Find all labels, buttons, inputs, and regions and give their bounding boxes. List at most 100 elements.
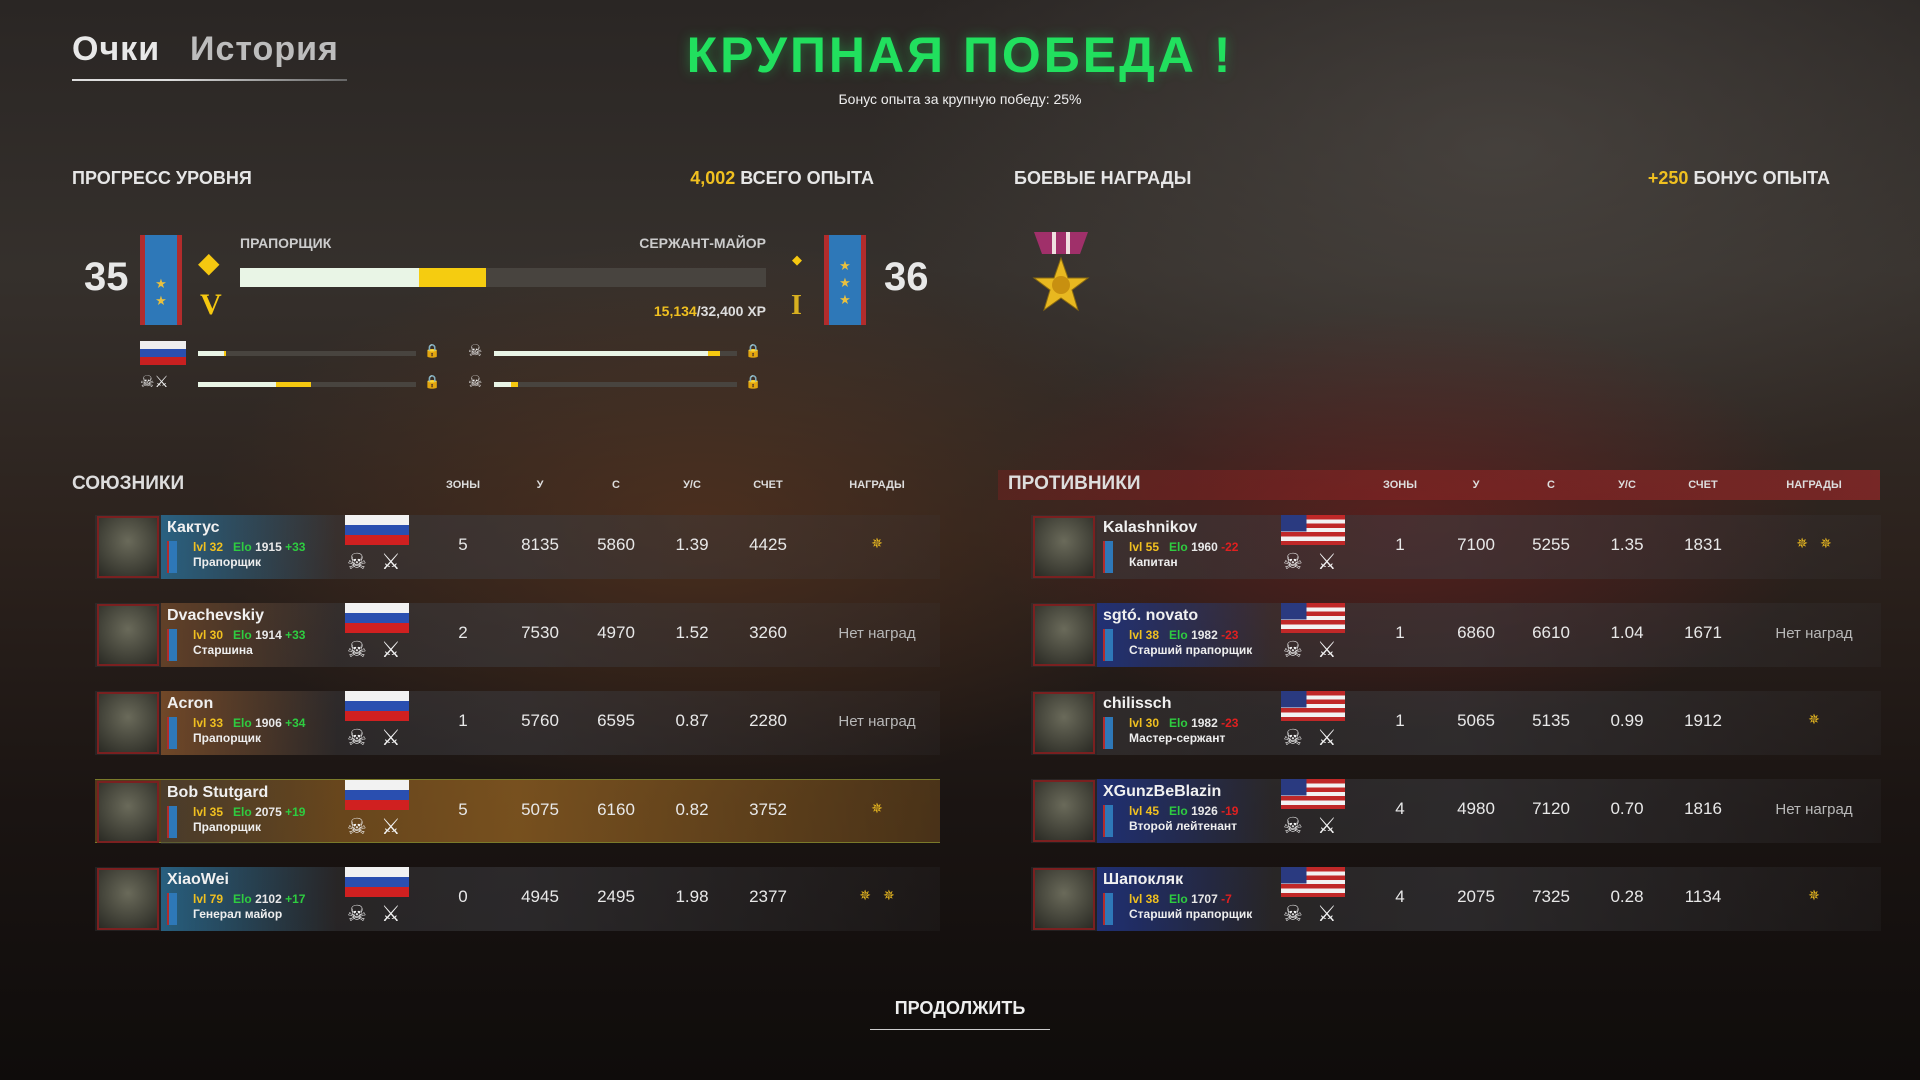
elo-change: +19	[285, 805, 306, 819]
player-rank: Прапорщик	[193, 555, 262, 569]
stat-score: 3260	[749, 623, 787, 642]
avatar[interactable]	[1033, 692, 1095, 754]
medal-icon[interactable]: ✵	[871, 800, 883, 816]
player-info: Dvachevskiy lvl 30 Elo 1914 +33 Старшина	[161, 603, 337, 667]
stat-deaths: 4970	[597, 623, 635, 642]
victory-bonus-text: Бонус опыта за крупную победу: 25%	[838, 91, 1082, 107]
stat-zones: 4	[1395, 887, 1405, 906]
division-emblem-icon: ☠	[347, 549, 367, 574]
player-name[interactable]: Acron	[167, 695, 214, 712]
player-name[interactable]: Кактус	[167, 519, 220, 536]
player-row[interactable]: Dvachevskiy lvl 30 Elo 1914 +33 Старшина…	[95, 603, 940, 667]
avatar[interactable]	[97, 781, 159, 843]
stat-kd: 0.87	[675, 711, 709, 730]
stat-kills: 7100	[1457, 535, 1495, 554]
elo-change: +33	[285, 540, 306, 554]
player-name[interactable]: XiaoWei	[167, 871, 229, 888]
rank-insignia-icon	[167, 717, 177, 749]
elo-label: Elo	[233, 628, 252, 642]
stat-zones: 5	[458, 535, 468, 554]
russia-flag-icon	[345, 515, 409, 545]
player-name[interactable]: Шапокляк	[1103, 871, 1184, 888]
no-awards-text: Нет наград	[1775, 625, 1853, 642]
player-info: Acron lvl 33 Elo 1906 +34 Прапорщик	[161, 691, 337, 755]
tab-score[interactable]: Очки	[72, 30, 161, 68]
player-card	[1097, 867, 1273, 931]
rank-insignia-icon	[167, 806, 177, 838]
player-name[interactable]: chilissch	[1103, 695, 1172, 712]
player-info: Bob Stutgard lvl 35 Elo 2075 +19 Прапорщ…	[161, 780, 337, 844]
tab-history[interactable]: История	[190, 30, 339, 68]
stat-kd: 0.82	[675, 800, 709, 819]
medal-icon[interactable]: ✵	[871, 535, 883, 551]
player-name[interactable]: sgtó. novato	[1103, 607, 1199, 624]
division-emblem-icon: ⚔	[1317, 813, 1337, 838]
player-rank: Прапорщик	[193, 820, 262, 834]
elo-label: Elo	[233, 805, 252, 819]
avatar[interactable]	[97, 516, 159, 578]
stat-kills: 4945	[521, 887, 559, 906]
player-row[interactable]: Шапокляк lvl 38 Elo 1707 -7 Старший прап…	[1031, 867, 1881, 931]
elo-change: -22	[1221, 540, 1239, 554]
player-row[interactable]: sgtó. novato lvl 38 Elo 1982 -23 Старший…	[1031, 603, 1881, 667]
avatar[interactable]	[1033, 868, 1095, 930]
medal-icon[interactable]: ✵	[859, 887, 871, 903]
stat-kills: 5075	[521, 800, 559, 819]
avatar[interactable]	[97, 692, 159, 754]
division-emblem-icon: ⚔	[381, 637, 401, 662]
lock-icon: 🔒	[745, 343, 762, 358]
usa-flag-icon	[1281, 867, 1345, 897]
stat-kills: 7530	[521, 623, 559, 642]
stat-kd: 0.70	[1610, 799, 1644, 818]
elo-change: +17	[285, 892, 306, 906]
player-name[interactable]: XGunzBeBlazin	[1103, 783, 1222, 800]
bonus-xp: +250 БОНУС ОПЫТА	[1600, 168, 1830, 189]
player-name[interactable]: Dvachevskiy	[167, 607, 264, 624]
player-rank: Генерал майор	[193, 907, 283, 921]
stat-zones: 5	[458, 800, 468, 819]
stat-score: 1912	[1684, 711, 1722, 730]
player-row[interactable]: Bob Stutgard lvl 35 Elo 2075 +19 Прапорщ…	[95, 779, 940, 844]
current-tier: V	[200, 288, 222, 321]
stat-score: 2280	[749, 711, 787, 730]
stat-kills: 4980	[1457, 799, 1495, 818]
medal-icon[interactable]: ✵	[1808, 711, 1820, 727]
elo-change: +34	[285, 716, 306, 730]
xp-counter: 15,134/32,400 XP	[566, 303, 766, 319]
medal-icon[interactable]: ✵	[883, 887, 895, 903]
player-row[interactable]: Кактус lvl 32 Elo 1915 +33 Прапорщик ☠ ⚔…	[95, 515, 940, 579]
player-elo: 1915	[255, 540, 282, 554]
continue-button[interactable]: ПРОДОЛЖИТЬ	[870, 998, 1050, 1030]
player-elo: 1914	[255, 628, 282, 642]
medal-icon[interactable]: ✵	[1820, 535, 1832, 551]
previous-fill	[494, 382, 511, 387]
avatar[interactable]	[1033, 780, 1095, 842]
player-name[interactable]: Bob Stutgard	[167, 784, 269, 801]
division-emblem-icon: ☠	[1283, 637, 1303, 662]
medal-icon[interactable]: ✵	[1808, 887, 1820, 903]
player-info: XGunzBeBlazin lvl 45 Elo 1926 -19 Второй…	[1097, 779, 1273, 843]
player-name[interactable]: Kalashnikov	[1103, 519, 1198, 536]
division-emblem-icon: ⚔	[1317, 549, 1337, 574]
player-card	[161, 867, 337, 931]
avatar[interactable]	[1033, 604, 1095, 666]
stat-score: 1831	[1684, 535, 1722, 554]
avatar[interactable]	[1033, 516, 1095, 578]
player-row[interactable]: Acron lvl 33 Elo 1906 +34 Прапорщик ☠ ⚔ …	[95, 691, 940, 755]
player-level: lvl 30	[1129, 716, 1160, 730]
medal-icon[interactable]: ✵	[1796, 535, 1808, 551]
next-rank-name: СЕРЖАНТ-МАЙОР	[639, 235, 766, 251]
player-level: lvl 79	[193, 892, 224, 906]
russia-flag-icon	[140, 341, 186, 365]
next-rank-diamond-icon: ◆	[792, 252, 802, 267]
player-row[interactable]: Kalashnikov lvl 55 Elo 1960 -22 Капитан …	[1031, 515, 1881, 579]
player-row[interactable]: chilissch lvl 30 Elo 1982 -23 Мастер-сер…	[1031, 691, 1881, 755]
player-card	[1097, 603, 1273, 667]
player-rank: Второй лейтенант	[1129, 819, 1238, 833]
avatar[interactable]	[97, 604, 159, 666]
column-header: СЧЕТ	[753, 479, 783, 491]
player-row[interactable]: XGunzBeBlazin lvl 45 Elo 1926 -19 Второй…	[1031, 779, 1881, 843]
stat-kd: 1.98	[675, 887, 709, 906]
avatar[interactable]	[97, 868, 159, 930]
player-row[interactable]: XiaoWei lvl 79 Elo 2102 +17 Генерал майо…	[95, 867, 940, 931]
